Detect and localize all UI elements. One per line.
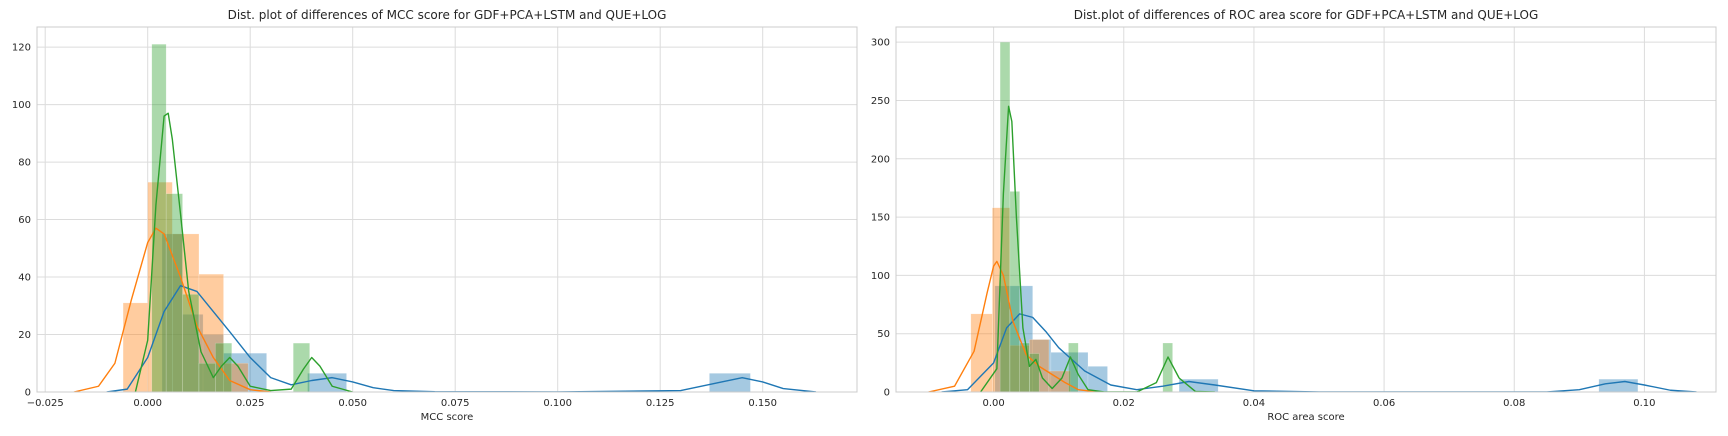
y-tick-label: 250 [871, 96, 890, 107]
plot-frame [895, 26, 1717, 393]
y-tick-label: 100 [871, 271, 890, 282]
y-tick-label: 200 [871, 154, 890, 165]
kde-line-series-2 [980, 105, 1215, 392]
x-tick-label: 0.04 [1243, 398, 1265, 409]
x-tick-label: 0.050 [338, 398, 367, 409]
y-tick-label: 120 [12, 43, 31, 54]
x-tick-label: 0.02 [1113, 398, 1135, 409]
plot-frame [36, 26, 858, 393]
y-tick-label: 20 [18, 330, 31, 341]
y-tick-label: 300 [871, 38, 890, 49]
x-tick-label: 0.00 [982, 398, 1004, 409]
x-tick-label: 0.025 [236, 398, 265, 409]
hist-bar-series-2-bin-3 [1029, 353, 1040, 392]
chart-panel-1: 0.00 0.02 0.04 0.06 0.08 0.10 0 50 100 150 200 250 3… [871, 8, 1717, 423]
hist-bar-series-0-bin-3 [1087, 366, 1108, 392]
y-tick-label: 80 [18, 158, 31, 169]
hist-bar-series-2-bin-4 [215, 342, 233, 392]
hist-bar-series-1-bin-0 [970, 313, 993, 392]
hist-bar-series-2-bin-2 [1019, 342, 1030, 392]
x-axis-label: MCC score [421, 412, 474, 423]
hist-bar-series-0-bin-4 [1178, 378, 1219, 392]
x-tick-label: 0.08 [1503, 398, 1525, 409]
hist-bar-series-2-bin-1 [165, 193, 183, 392]
x-tick-label: −0.025 [27, 398, 64, 409]
x-axis-label: ROC area score [1267, 412, 1344, 423]
x-tick-label: 0.125 [646, 398, 675, 409]
hist-bar-series-1-bin-1 [147, 181, 173, 392]
kde-line-series-0 [106, 284, 817, 392]
x-tick-label: 0.100 [543, 398, 572, 409]
x-tick-label: 0.150 [748, 398, 777, 409]
y-tick-label: 60 [18, 215, 31, 226]
hist-bar-series-2-bin-5 [293, 342, 310, 392]
hist-bar-series-0-bin-0 [161, 233, 183, 392]
x-tick-label: 0.10 [1633, 398, 1655, 409]
y-tick-label: 100 [12, 100, 31, 111]
hist-bar-series-2-bin-4 [1068, 342, 1079, 392]
chart-panel-0: −0.025 0.000 0.025 0.050 0.075 0.100 0.125 0.15… [12, 8, 858, 423]
series-layer [928, 41, 1697, 392]
y-tick-label: 40 [18, 273, 31, 284]
x-tick-label: 0.06 [1373, 398, 1395, 409]
kde-line-series-1 [73, 227, 271, 392]
kde-line-series-0 [941, 313, 1697, 392]
chart-title: Dist.plot of differences of ROC area sco… [1074, 8, 1539, 22]
x-tick-label: 0.000 [133, 398, 162, 409]
hist-bar-series-2-bin-1 [1009, 191, 1020, 392]
plot-area [896, 27, 1716, 392]
y-tick-label: 0 [25, 388, 31, 399]
y-tick-label: 50 [877, 329, 890, 340]
x-tick-label: 0.075 [441, 398, 470, 409]
hist-bar-series-0-bin-0 [994, 285, 1033, 392]
kde-line-series-2 [134, 112, 353, 392]
hist-bar-series-0-bin-5 [1598, 378, 1639, 392]
series-layer [73, 43, 817, 392]
y-tick-label: 0 [884, 388, 890, 399]
chart-title: Dist. plot of differences of MCC score f… [228, 8, 667, 22]
kde-line-series-1 [928, 260, 1098, 392]
plot-area [37, 27, 857, 392]
hist-bar-series-1-bin-2 [1009, 345, 1030, 392]
y-tick-label: 150 [871, 213, 890, 224]
hist-bar-series-1-bin-1 [992, 207, 1011, 392]
